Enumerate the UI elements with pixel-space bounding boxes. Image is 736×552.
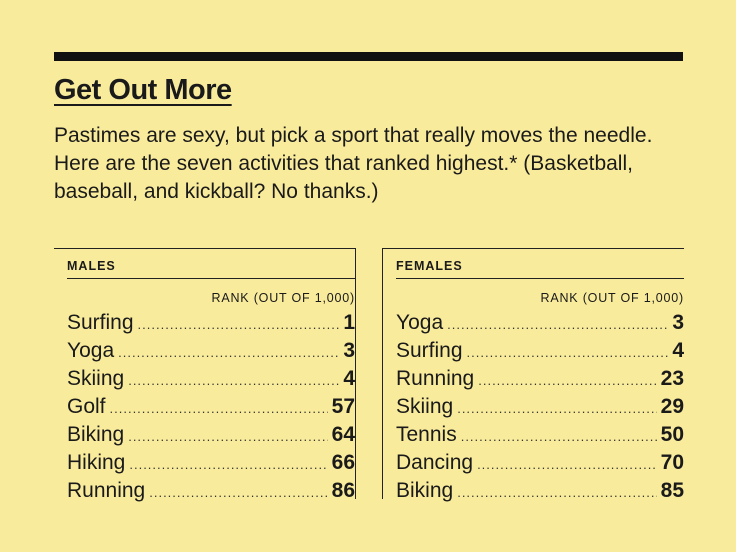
dot-leader: ........................................… xyxy=(447,317,669,332)
males-rank-column-label: RANK (OUT OF 1,000) xyxy=(211,291,355,305)
activity-name: Golf xyxy=(67,395,106,418)
activity-rank: 3 xyxy=(672,311,684,334)
activity-rank: 70 xyxy=(660,451,684,474)
list-item: Yoga....................................… xyxy=(67,339,355,367)
list-item: Dancing.................................… xyxy=(396,451,684,479)
list-item: Surfing.................................… xyxy=(67,311,355,339)
activity-name: Biking xyxy=(396,479,454,502)
dot-leader: ........................................… xyxy=(149,485,327,500)
females-rank-list: Yoga....................................… xyxy=(396,311,684,507)
dot-leader: ........................................… xyxy=(457,485,656,500)
dot-leader: ........................................… xyxy=(128,373,339,388)
activity-name: Hiking xyxy=(67,451,126,474)
activity-name: Dancing xyxy=(396,451,474,474)
top-rule xyxy=(54,52,683,61)
activity-rank: 66 xyxy=(331,451,355,474)
activity-rank: 23 xyxy=(660,367,684,390)
activity-rank: 57 xyxy=(331,395,355,418)
list-item: Running.................................… xyxy=(67,479,355,507)
list-item: Skiing..................................… xyxy=(396,395,684,423)
activity-name: Surfing xyxy=(67,311,134,334)
activity-name: Biking xyxy=(67,423,125,446)
activity-rank: 85 xyxy=(660,479,684,502)
males-panel: MALES RANK (OUT OF 1,000) Surfing.......… xyxy=(54,248,356,502)
list-item: Biking..................................… xyxy=(67,423,355,451)
activity-name: Skiing xyxy=(67,367,125,390)
activity-rank: 29 xyxy=(660,395,684,418)
dot-leader: ........................................… xyxy=(478,373,656,388)
list-item: Surfing.................................… xyxy=(396,339,684,367)
males-rank-list: Surfing.................................… xyxy=(67,311,355,507)
activity-rank: 3 xyxy=(343,339,355,362)
females-heading: FEMALES xyxy=(396,259,684,279)
females-rank-column-label: RANK (OUT OF 1,000) xyxy=(540,291,684,305)
activity-name: Yoga xyxy=(67,339,115,362)
dot-leader: ........................................… xyxy=(466,345,669,360)
list-item: Tennis..................................… xyxy=(396,423,684,451)
activity-name: Tennis xyxy=(396,423,457,446)
activity-rank: 4 xyxy=(343,367,355,390)
activity-rank: 86 xyxy=(331,479,355,502)
list-item: Biking..................................… xyxy=(396,479,684,507)
list-item: Skiing..................................… xyxy=(67,367,355,395)
activity-name: Surfing xyxy=(396,339,463,362)
dot-leader: ........................................… xyxy=(460,429,657,444)
activity-name: Running xyxy=(396,367,475,390)
list-item: Hiking..................................… xyxy=(67,451,355,479)
females-panel: FEMALES RANK (OUT OF 1,000) Yoga........… xyxy=(382,248,684,502)
dot-leader: ........................................… xyxy=(137,317,340,332)
activity-rank: 4 xyxy=(672,339,684,362)
list-item: Golf....................................… xyxy=(67,395,355,423)
activity-rank: 50 xyxy=(660,423,684,446)
list-item: Running.................................… xyxy=(396,367,684,395)
activity-name: Running xyxy=(67,479,146,502)
dot-leader: ........................................… xyxy=(129,457,328,472)
dot-leader: ........................................… xyxy=(457,401,656,416)
list-item: Yoga....................................… xyxy=(396,311,684,339)
activity-rank: 64 xyxy=(331,423,355,446)
dot-leader: ........................................… xyxy=(118,345,340,360)
dot-leader: ........................................… xyxy=(128,429,327,444)
males-heading: MALES xyxy=(67,259,355,279)
dot-leader: ........................................… xyxy=(477,457,657,472)
activity-rank: 1 xyxy=(343,311,355,334)
intro-paragraph: Pastimes are sexy, but pick a sport that… xyxy=(54,124,653,203)
activity-name: Skiing xyxy=(396,395,454,418)
page-title: Get Out More xyxy=(54,74,232,106)
dot-leader: ........................................… xyxy=(109,401,328,416)
activity-name: Yoga xyxy=(396,311,444,334)
